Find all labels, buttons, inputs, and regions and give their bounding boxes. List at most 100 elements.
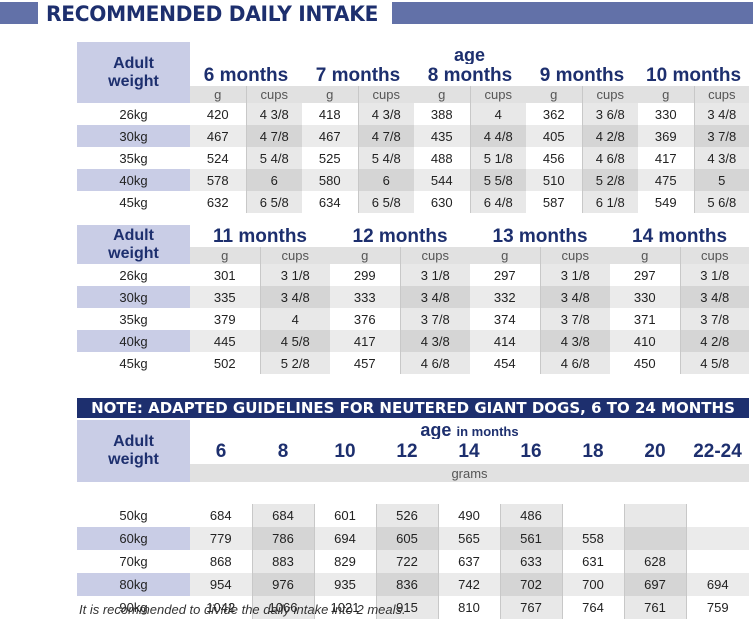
grams-cell: 297	[610, 264, 681, 286]
table-row: 26kg 420 4 3/8 418 4 3/8 388 4 362 3 6/8 330 3 4/8	[77, 103, 750, 125]
weight-cell: 90kg	[77, 596, 190, 619]
month-header: 8 months	[427, 64, 513, 86]
month-header: 20	[644, 441, 666, 462]
cups-cell: 6	[245, 169, 302, 191]
cups-cell: 3 7/8	[539, 308, 611, 330]
grams-cell: 297	[470, 264, 541, 286]
grams-cell: 1042	[190, 596, 252, 619]
grams-cell: 565	[437, 527, 500, 550]
age-suffix: in months	[456, 423, 519, 439]
cups-cell: 4 6/8	[399, 352, 471, 374]
month-header: 12	[396, 441, 418, 462]
weight-cell: 30kg	[77, 125, 190, 147]
grams-cell: 371	[610, 308, 681, 330]
grams-cell: 722	[375, 550, 438, 573]
grams-cell: 868	[190, 550, 252, 573]
cups-cell: 4 6/8	[539, 352, 611, 374]
grams-cell: 694	[685, 573, 749, 596]
cups-cell: 3 4/8	[259, 286, 331, 308]
grams-cell: 417	[638, 147, 694, 169]
grams-cell: 502	[190, 352, 260, 374]
cups-cell: 3 4/8	[679, 286, 750, 308]
table-row: 70kg 868 883 829 722 637 633 631 628	[77, 550, 749, 573]
table-body: 26kg 420 4 3/8 418 4 3/8 388 4 362 3 6/8 330 3 4/8…	[77, 103, 750, 213]
table-row: 45kg 632 6 5/8 634 6 5/8 630 6 4/8 587 6 1/8 549 5…	[77, 191, 750, 213]
cups-cell: 4 7/8	[245, 125, 302, 147]
weight-cell: 40kg	[77, 330, 190, 352]
weight-cell: 50kg	[77, 504, 190, 527]
table-row: 60kg 779 786 694 605 565 561 558	[77, 527, 749, 550]
grams-cell: 742	[437, 573, 500, 596]
cups-cell: 3 1/8	[259, 264, 331, 286]
grams-cell: 697	[623, 573, 686, 596]
cups-cell: 4 3/8	[399, 330, 471, 352]
page-title: RECOMMENDED DAILY INTAKE	[46, 2, 379, 26]
table-row: 35kg 524 5 4/8 525 5 4/8 488 5 1/8 456 4 6/8 417 4…	[77, 147, 750, 169]
weight-cell: 45kg	[77, 191, 190, 213]
cups-cell: 3 4/8	[693, 103, 750, 125]
weight-cell: 26kg	[77, 103, 190, 125]
cups-cell: 4 6/8	[581, 147, 638, 169]
table-row: 40kg 445 4 5/8 417 4 3/8 414 4 3/8 410 4 2/8	[77, 330, 750, 352]
grams-cell: 883	[251, 550, 314, 573]
cups-cell: 6 1/8	[581, 191, 638, 213]
weight-cell: 70kg	[77, 550, 190, 573]
intake-table-neutered-giant: Adult weight age in months 6 8 10 12 14 …	[77, 420, 749, 619]
cups-cell: 4 3/8	[357, 103, 414, 125]
grams-cell: 490	[437, 504, 500, 527]
header-bar-left	[0, 2, 38, 24]
month-header: 6	[215, 441, 227, 462]
cups-cell: 4 2/8	[679, 330, 750, 352]
grams-cell: 954	[190, 573, 252, 596]
grams-cell	[685, 504, 749, 527]
cups-cell: 3 6/8	[581, 103, 638, 125]
month-header: 11 months	[213, 225, 307, 247]
cups-cell: 5 1/8	[469, 147, 526, 169]
unit-cups: cups	[581, 86, 638, 103]
weight-cell: 26kg	[77, 264, 190, 286]
cups-cell: 3 4/8	[539, 286, 611, 308]
month-header: 8	[277, 441, 289, 462]
unit-g: g	[190, 86, 246, 103]
cups-cell: 5	[693, 169, 750, 191]
grams-cell: 454	[470, 352, 541, 374]
cups-cell: 5 2/8	[259, 352, 331, 374]
unit-grams: grams	[190, 464, 749, 482]
grams-cell: 779	[190, 527, 252, 550]
cups-cell: 3 1/8	[399, 264, 471, 286]
grams-cell: 450	[610, 352, 681, 374]
grams-cell: 628	[623, 550, 686, 573]
unit-g: g	[470, 247, 541, 264]
cups-cell: 5 5/8	[469, 169, 526, 191]
grams-cell: 369	[638, 125, 694, 147]
grams-cell: 524	[190, 147, 246, 169]
table-row: 35kg 379 4 376 3 7/8 374 3 7/8 371 3 7/8	[77, 308, 750, 330]
unit-g: g	[414, 86, 470, 103]
month-header: 7 months	[315, 64, 401, 86]
month-header: 13 months	[492, 225, 588, 247]
grams-cell: 457	[330, 352, 401, 374]
cups-cell: 6	[357, 169, 414, 191]
grams-cell	[623, 527, 686, 550]
cups-cell: 6 4/8	[469, 191, 526, 213]
cups-cell: 4 7/8	[357, 125, 414, 147]
age-header: age	[454, 45, 486, 64]
cups-cell: 5 4/8	[245, 147, 302, 169]
weight-header: Adult weight	[77, 420, 190, 482]
grams-cell: 456	[526, 147, 582, 169]
footer-note: It is recommended to divide the daily in…	[79, 602, 406, 617]
grams-cell: 700	[561, 573, 624, 596]
grams-cell: 684	[251, 504, 314, 527]
unit-cups: cups	[245, 86, 302, 103]
table-body: 26kg 301 3 1/8 299 3 1/8 297 3 1/8 297 3 1/8 30kg…	[77, 264, 750, 374]
grams-cell: 544	[414, 169, 470, 191]
grams-cell: 445	[190, 330, 260, 352]
cups-cell: 4 2/8	[581, 125, 638, 147]
grams-cell: 330	[638, 103, 694, 125]
grams-cell: 976	[251, 573, 314, 596]
grams-cell: 388	[414, 103, 470, 125]
grams-cell: 376	[330, 308, 401, 330]
grams-cell: 374	[470, 308, 541, 330]
table-row: 50kg 684 684 601 526 490 486	[77, 504, 749, 527]
cups-cell: 3 4/8	[399, 286, 471, 308]
